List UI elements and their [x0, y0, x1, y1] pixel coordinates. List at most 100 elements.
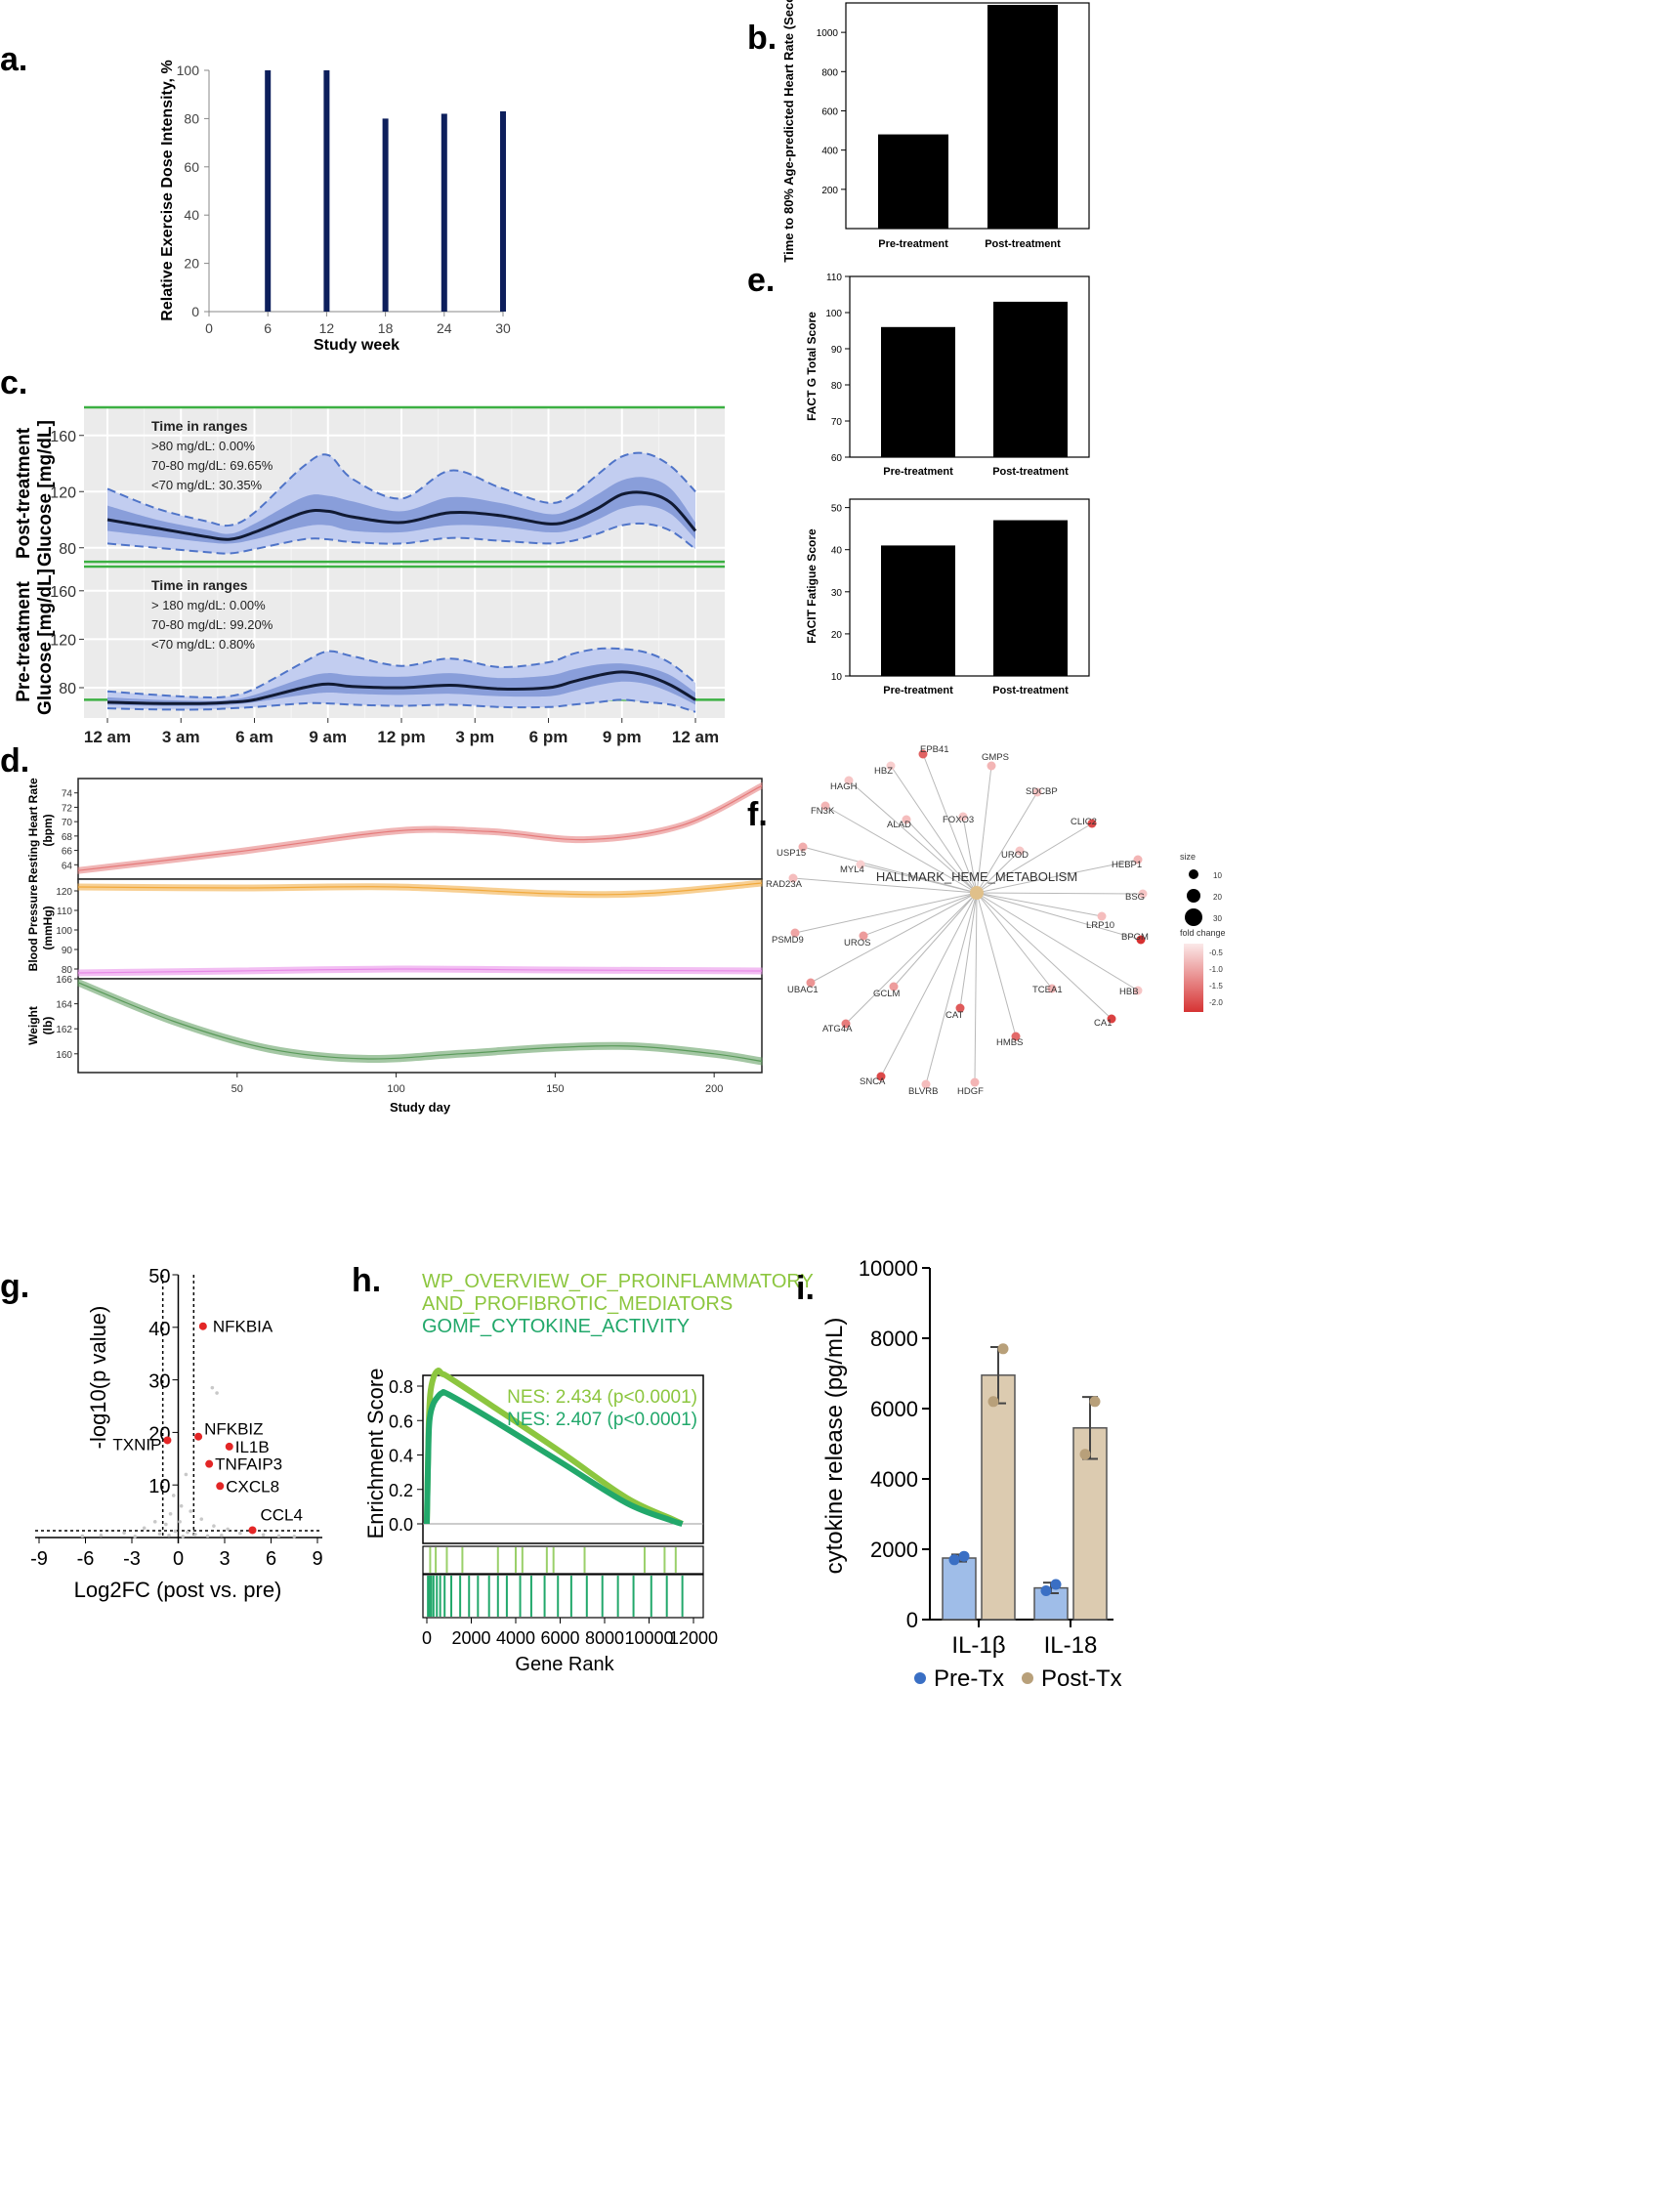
h-x-tick-label: 6000 — [540, 1628, 579, 1648]
h-title-line: WP_OVERVIEW_OF_PROINFLAMMATORY — [422, 1271, 814, 1292]
b-x-tick-label: Post-treatment — [985, 238, 1061, 250]
d-y-tick-label: 160 — [56, 1050, 72, 1061]
c-y-tick-label: 120 — [50, 632, 76, 649]
g-x-tick-label: 0 — [173, 1548, 184, 1570]
i-data-point — [1040, 1584, 1052, 1596]
c-x-tick-label: 3 am — [162, 728, 200, 746]
f-edge — [976, 765, 992, 894]
f-legend-size-dot — [1185, 908, 1202, 926]
g-x-tick-label: 6 — [266, 1548, 276, 1570]
f-gene-label: LRP10 — [1086, 920, 1114, 931]
h-x-tick-label: 4000 — [496, 1628, 535, 1648]
f-edge — [976, 822, 1093, 894]
a-y-tick-label: 60 — [184, 159, 199, 175]
c-y-axis-title-line: Glucose [mg/dL] — [35, 420, 56, 567]
h-x-tick-label: 10000 — [624, 1628, 673, 1648]
c-y-tick-label: 120 — [50, 485, 76, 501]
f-gene-label: MYL4 — [840, 864, 864, 875]
f-edge — [976, 850, 1021, 894]
f-legend-color-tick: -1.5 — [1209, 982, 1223, 991]
e-y-tick-label: 80 — [831, 381, 843, 392]
c-range-entry: > 180 mg/dL: 0.00% — [151, 598, 266, 612]
h-x-tick-label: 8000 — [585, 1628, 624, 1648]
h-title-line: AND_PROFIBROTIC_MEDIATORS — [422, 1293, 733, 1315]
c-ranges-title: Time in ranges — [151, 418, 248, 434]
h-title-line: GOMF_CYTOKINE_ACTIVITY — [422, 1316, 690, 1337]
h-x-tick-label: 0 — [422, 1628, 432, 1648]
h-hits-track-light — [422, 1545, 704, 1575]
f-gene-label: CAT — [945, 1010, 963, 1021]
f-edge — [862, 892, 978, 937]
f-gene-node — [1107, 1014, 1116, 1024]
f-edge — [893, 892, 978, 988]
f-edge — [905, 819, 978, 894]
f-edge — [976, 892, 1017, 1037]
f-edge — [802, 846, 978, 894]
f-gene-label: FN3K — [811, 806, 835, 817]
c-ranges-title: Time in ranges — [151, 577, 248, 593]
g-background-point — [167, 1534, 171, 1538]
f-gene-node — [798, 842, 808, 852]
c-x-tick-label: 9 pm — [603, 728, 642, 746]
c-percentile-line — [106, 698, 696, 713]
f-edge — [925, 892, 978, 1085]
h-nes-label: NES: 2.407 (p<0.0001) — [507, 1410, 697, 1430]
f-gene-node — [844, 776, 854, 785]
i-bar — [981, 1374, 1016, 1621]
h-y-tick-label: 0.8 — [389, 1377, 413, 1397]
f-gene-node — [921, 1079, 931, 1089]
f-gene-node — [1047, 984, 1057, 993]
i-legend-marker — [1022, 1672, 1033, 1684]
c-y-tick-label: 160 — [50, 429, 76, 445]
b-y-tick-label: 200 — [821, 186, 838, 196]
f-gene-label: FOXO3 — [943, 815, 974, 825]
panel-label-a: a. — [0, 41, 27, 78]
f-gene-node — [1133, 855, 1143, 864]
g-point-label: CCL4 — [261, 1505, 303, 1524]
f-gene-node — [806, 978, 816, 988]
i-data-point — [1079, 1449, 1091, 1460]
f-legend-size-dot — [1189, 869, 1198, 879]
f-gene-label: UROS — [844, 938, 870, 948]
h-hits-track-dark — [422, 1574, 704, 1619]
c-x-tick-label: 12 am — [84, 728, 131, 746]
a-y-tick-label: 100 — [177, 63, 200, 78]
panel-label-c: c. — [0, 364, 27, 401]
f-center-node — [970, 886, 984, 900]
c-y-axis-title: Post-treatmentGlucose [mg/dL] — [14, 420, 56, 567]
g-background-point — [80, 1534, 85, 1539]
d-y-tick-label: 64 — [62, 861, 73, 871]
d-x-tick-label: 50 — [231, 1083, 243, 1095]
d-series-line — [77, 784, 763, 871]
f-legend-size-label: 10 — [1213, 871, 1222, 880]
d-y-tick-label: 166 — [56, 975, 72, 986]
e-x-tick-label: Post-treatment — [992, 466, 1069, 478]
g-background-point — [173, 1529, 178, 1534]
f-gene-node — [1032, 787, 1042, 797]
d-y-tick-label: 100 — [56, 926, 72, 937]
i-legend-marker — [914, 1672, 926, 1684]
d-y-tick-label: 80 — [62, 965, 73, 976]
f-gene-node — [886, 761, 896, 771]
i-data-point — [948, 1554, 960, 1566]
d-y-axis-title-line: Resting Heart Rate — [26, 778, 40, 883]
f-legend-size-title: size — [1180, 852, 1196, 862]
g-background-point — [157, 1532, 162, 1537]
b-y-tick-label: 400 — [821, 147, 838, 157]
g-y-tick-label: 50 — [148, 1266, 170, 1287]
e-y-tick-label: 110 — [826, 273, 842, 283]
g-background-point — [205, 1534, 210, 1539]
g-background-point — [178, 1520, 182, 1524]
f-edge — [959, 892, 978, 1009]
g-labeled-point — [205, 1459, 214, 1468]
d-series-band — [77, 965, 763, 977]
f-gene-node — [856, 860, 865, 869]
g-background-point — [99, 1534, 104, 1538]
g-background-point — [292, 1535, 297, 1539]
e-x-tick-label: Pre-treatment — [883, 466, 953, 478]
a-x-tick-label: 30 — [495, 320, 511, 336]
e-y-tick-label: 10 — [831, 672, 843, 683]
a-x-tick-label: 24 — [437, 320, 452, 336]
a-x-tick-label: 12 — [319, 320, 335, 336]
c-median-line — [106, 670, 696, 705]
